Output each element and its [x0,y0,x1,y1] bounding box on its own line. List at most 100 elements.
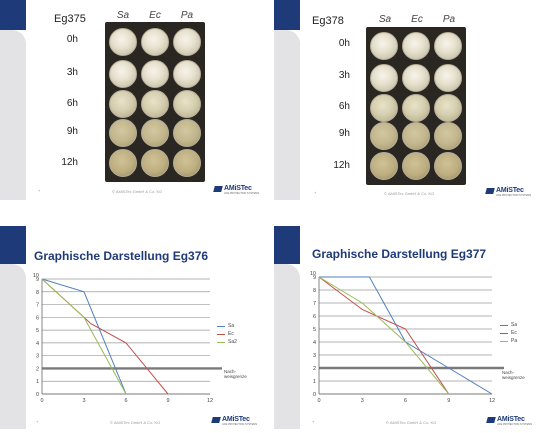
column-label-sa: Sa [116,10,130,21]
slide-sidebar-blue [0,226,26,264]
agar-plate [370,122,398,150]
series-line-sa2 [41,278,127,395]
threshold-label: Nach- weisgrenze [224,369,247,379]
slide-sidebar-grey [0,30,26,200]
y-tick-label: 2 [36,366,39,372]
y-tick-label: 9 [36,277,39,283]
agar-plate [434,32,462,60]
agar-plate [109,149,137,177]
slide-plates-eg378: Eg378 Sa Ec Pa 0h 3h 6h 9h 12h + © AMiST… [274,0,536,206]
logo-subtext: LIFE PROTECTION SYSTEMS [496,194,532,197]
agar-plate [370,32,398,60]
agar-plate [402,152,430,180]
page-number: + [312,419,315,424]
time-label: 6h [66,98,78,109]
logo-text: AMiSTec [496,187,524,194]
column-label-ec: Ec [149,10,161,21]
agar-plate [434,152,462,180]
logo-subtext: LIFE PROTECTION SYSTEMS [224,192,260,195]
x-tick-label: 12 [207,398,213,404]
legend-swatch [217,342,225,344]
agar-plate [141,149,169,177]
column-label-sa: Sa [378,14,392,25]
slide-sidebar-grey [274,30,300,200]
agar-plate [173,149,201,177]
legend-swatch [217,326,225,328]
agar-plate [109,28,137,56]
page-number: + [36,419,39,424]
logo-subtext: LIFE PROTECTION SYSTEMS [222,423,258,426]
series-line-sa [41,278,127,395]
y-tick-label: 10 [33,273,39,279]
logo-text: AMiSTec [497,416,525,423]
x-tick-label: 9 [447,398,450,404]
agar-plate [109,119,137,147]
slide-sidebar-blue [274,0,300,30]
agar-plate [402,32,430,60]
threshold-label: Nach- weisgrenze [502,370,525,380]
agar-plate [141,60,169,88]
agar-plate [173,28,201,56]
legend-label: Sa [228,323,235,329]
legend-label: Sa [511,322,518,328]
time-label: 12h [333,160,350,171]
y-tick-label: 2 [313,366,316,372]
page-number: + [314,190,317,195]
agar-plate [370,94,398,122]
amistec-logo: AMiSTec LIFE PROTECTION SYSTEMS [486,416,533,426]
logo-mark-icon [485,188,495,194]
y-tick-label: 4 [313,340,316,346]
time-label: 3h [66,67,78,78]
y-tick-label: 7 [313,301,316,307]
amistec-logo: AMiSTec LIFE PROTECTION SYSTEMS [213,185,260,195]
slide-plates-eg375: Eg375 Sa Ec Pa 0h 3h 6h 9h 12h + © AMiST… [0,0,262,206]
x-tick-label: 0 [317,398,320,404]
logo-mark-icon [213,186,223,192]
y-tick-label: 1 [313,379,316,385]
time-label: 6h [338,101,350,112]
logo-subtext: LIFE PROTECTION SYSTEMS [497,423,533,426]
slide-sidebar-grey [274,264,300,429]
agar-plate [434,122,462,150]
y-tick-label: 9 [313,275,316,281]
x-tick-label: 6 [404,398,407,404]
time-label: 0h [338,38,350,49]
footer-copyright: © AMiSTec GmbH & Co. KG [386,420,437,425]
agar-plate [173,119,201,147]
y-tick-label: 0 [36,392,39,398]
page-number: + [38,188,41,193]
footer-copyright: © AMiSTec GmbH & Co. KG [112,189,163,194]
agar-plate [370,152,398,180]
legend-swatch [217,334,225,336]
y-tick-label: 5 [313,327,316,333]
amistec-logo: AMiSTec LIFE PROTECTION SYSTEMS [485,187,532,197]
legend-swatch [500,341,508,343]
legend-label: Pa [511,338,518,344]
agar-plate [434,94,462,122]
logo-mark-icon [486,417,496,423]
y-tick-label: 5 [36,328,39,334]
agar-plate [141,90,169,118]
legend-swatch [500,333,508,335]
legend-swatch [500,325,508,327]
agar-plate [434,64,462,92]
time-label: 9h [338,128,350,139]
sample-label: Eg378 [312,15,344,27]
legend-label: Ec [228,331,234,337]
x-tick-label: 6 [124,398,127,404]
series-line-ec [318,276,450,395]
y-tick-label: 8 [36,290,39,296]
x-tick-label: 3 [361,398,364,404]
agar-plate [141,119,169,147]
footer-copyright: © AMiSTec GmbH & Co. KG [384,191,435,196]
series-line-pa [318,276,450,395]
y-tick-label: 1 [36,379,39,385]
y-tick-label: 8 [313,288,316,294]
agar-plate [173,90,201,118]
time-label: 0h [66,34,78,45]
time-label: 9h [66,126,78,137]
logo-mark-icon [211,417,221,423]
y-tick-label: 3 [313,353,316,359]
